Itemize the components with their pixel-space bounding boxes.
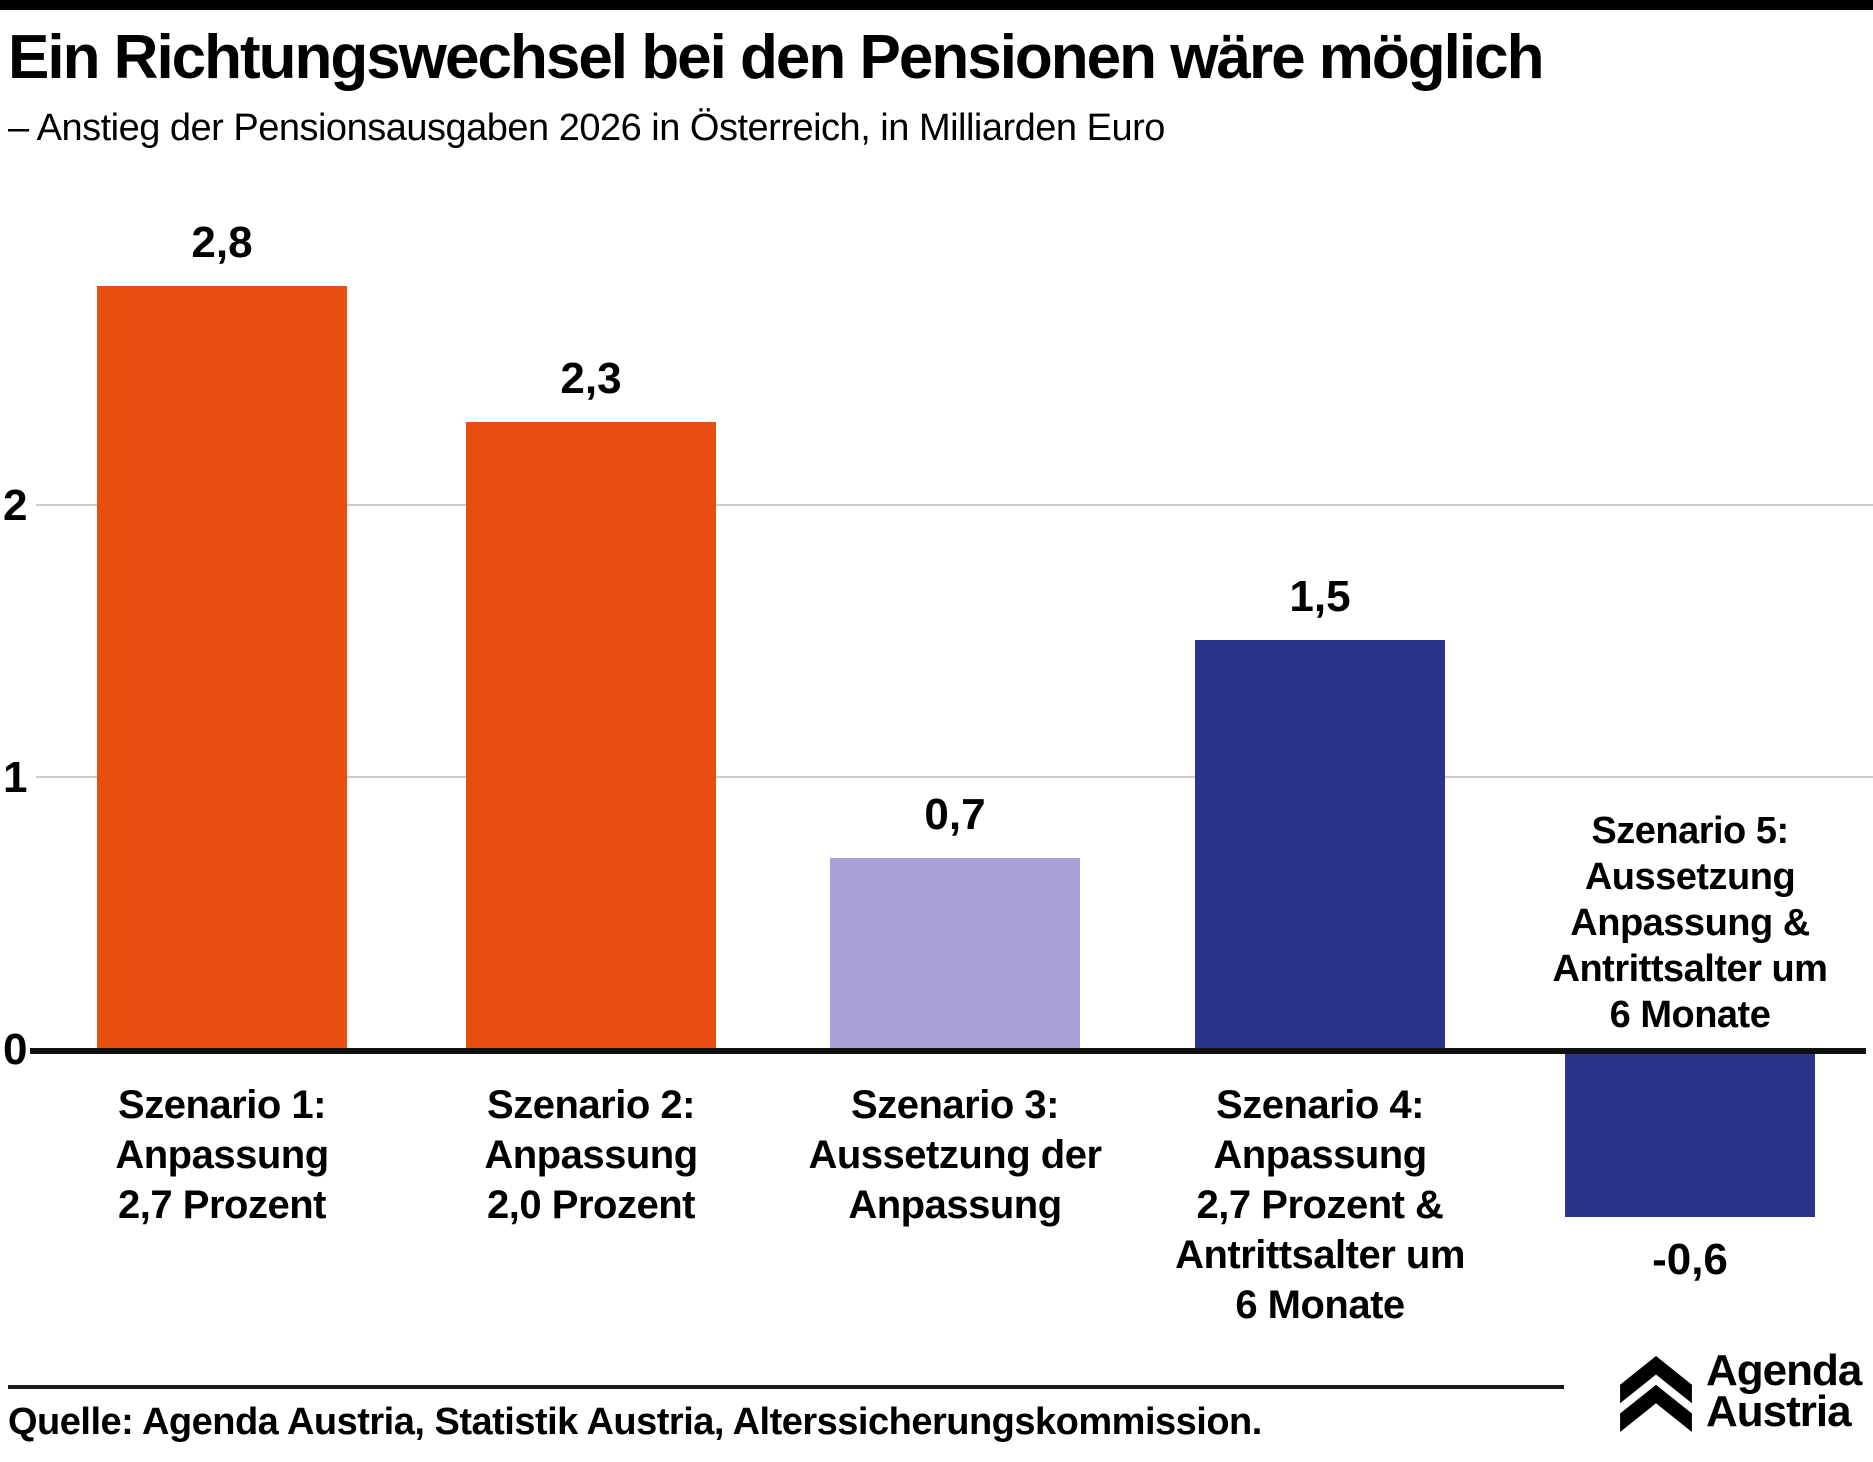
category-label: Szenario 1: Anpassung 2,7 Prozent (115, 1083, 329, 1227)
logo-wordmark: Agenda Austria (1706, 1346, 1862, 1436)
chart-subtitle: – Anstieg der Pensionsausgaben 2026 in Ö… (8, 107, 1165, 149)
y-gridline (36, 504, 1873, 506)
value-label: -0,6 (1652, 1235, 1728, 1284)
value-label: 1,5 (1289, 572, 1351, 621)
y-tick-label: 2 (3, 481, 28, 530)
value-label: 2,3 (560, 354, 622, 403)
footer-divider (8, 1385, 1564, 1389)
logo-line-2: Austria (1706, 1387, 1852, 1436)
bar-szenario-1 (97, 286, 347, 1048)
bar-szenario-3 (830, 858, 1080, 1048)
agenda-austria-logo: Agenda Austria (1620, 1346, 1873, 1440)
bar-chart: 2 1 0 2,8 Szenario 1: Anpassung 2,7 Prozent 2,3… (3, 218, 1873, 1327)
category-label: Szenario 5: Aussetzung Anpassung & Antritts… (1552, 810, 1828, 1036)
value-label: 0,7 (924, 790, 986, 839)
y-axis-zero-line (30, 1048, 1866, 1054)
source-text: Quelle: Agenda Austria, Statistik Austri… (8, 1401, 1262, 1443)
bar-szenario-4 (1195, 640, 1445, 1048)
category-label: Szenario 2: Anpassung 2,0 Prozent (484, 1083, 698, 1227)
category-label: Szenario 3: Aussetzung der Anpassung (808, 1083, 1102, 1227)
bar-szenario-2 (466, 422, 716, 1048)
bar-szenario-5 (1565, 1054, 1815, 1217)
top-border (0, 0, 1873, 10)
chart-title: Ein Richtungswechsel bei den Pensionen w… (8, 23, 1544, 92)
y-tick-label: 0 (3, 1025, 28, 1074)
logo-line-1: Agenda (1706, 1346, 1862, 1395)
category-label: Szenario 4: Anpassung 2,7 Prozent & Antritt… (1175, 1083, 1465, 1327)
value-label: 2,8 (191, 218, 253, 267)
double-chevron-up-icon (1620, 1356, 1692, 1432)
y-tick-label: 1 (3, 753, 28, 802)
y-gridline (36, 776, 1873, 778)
